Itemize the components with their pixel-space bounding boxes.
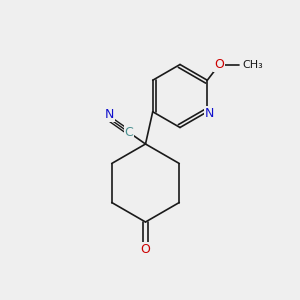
Text: N: N <box>105 108 114 121</box>
Text: methyl: methyl <box>245 64 250 65</box>
Text: O: O <box>214 58 224 71</box>
Text: CH₃: CH₃ <box>242 60 263 70</box>
Text: C: C <box>124 126 133 139</box>
Text: O: O <box>141 243 150 256</box>
Text: N: N <box>205 107 214 120</box>
